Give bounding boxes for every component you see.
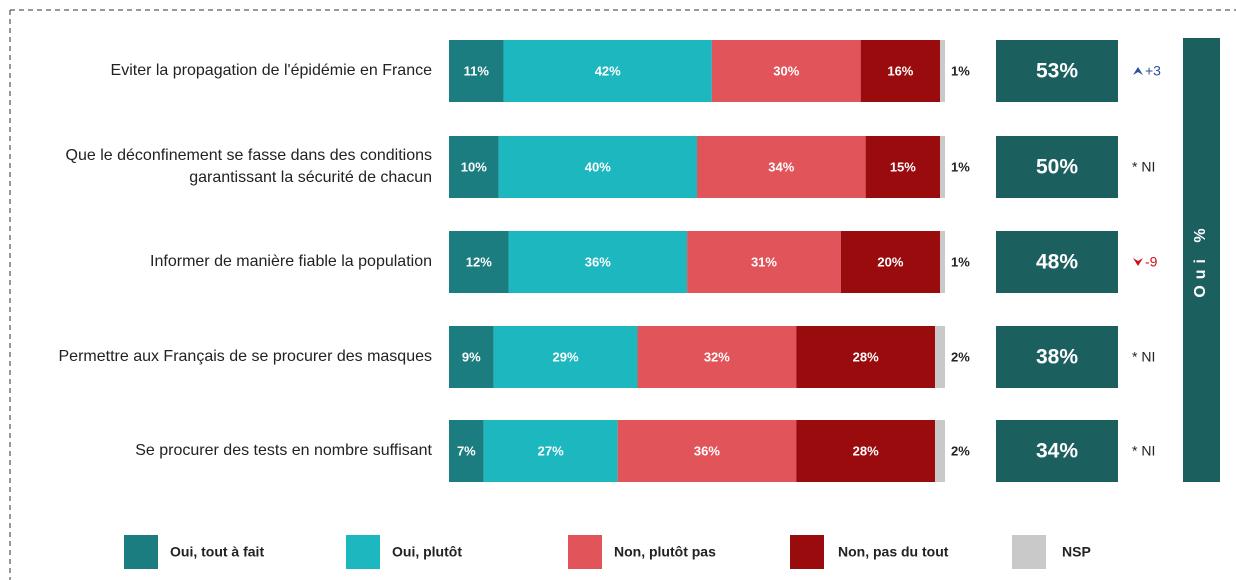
- value-label: 29%: [553, 349, 579, 364]
- total-label: 38%: [1036, 346, 1078, 369]
- arrow-down: [1133, 258, 1143, 266]
- category-label: Permettre aux Français de se procurer de…: [58, 348, 433, 365]
- value-label: 2%: [951, 443, 970, 458]
- bar-segment: [449, 136, 499, 198]
- value-label: 7%: [457, 443, 476, 458]
- bar-segment: [498, 136, 697, 198]
- bar-segment: [940, 231, 945, 293]
- value-label: 32%: [704, 349, 730, 364]
- change-label: -9: [1145, 254, 1158, 270]
- bar-segment: [796, 326, 936, 388]
- value-label: 36%: [694, 443, 720, 458]
- value-label: 12%: [466, 254, 492, 269]
- category-label: Se procurer des tests en nombre suffisan…: [135, 442, 432, 459]
- bar-segment: [860, 40, 941, 102]
- total-box: [996, 326, 1118, 388]
- legend-swatch: [346, 535, 380, 569]
- change-label: * NI: [1132, 349, 1155, 365]
- total-box: [996, 136, 1118, 198]
- total-box: [996, 420, 1118, 482]
- total-label: 34%: [1036, 440, 1078, 463]
- total-box: [996, 231, 1118, 293]
- value-label: 2%: [951, 349, 970, 364]
- bar-segment: [865, 136, 941, 198]
- bar-segment: [493, 326, 638, 388]
- total-header-label: Oui %: [1192, 222, 1209, 297]
- bar-segment: [711, 40, 861, 102]
- category-label: Informer de manière fiable la population: [150, 253, 432, 270]
- bar-segment: [503, 40, 712, 102]
- value-label: 28%: [853, 349, 879, 364]
- category-label: Que le déconfinement se fasse dans des c…: [65, 147, 432, 186]
- value-label: 27%: [538, 443, 564, 458]
- total-box: [996, 40, 1118, 102]
- total-label: 48%: [1036, 251, 1078, 274]
- bar-segment: [796, 420, 936, 482]
- value-label: 31%: [751, 254, 777, 269]
- bar-segment: [940, 40, 945, 102]
- value-label: 28%: [853, 443, 879, 458]
- value-label: 1%: [951, 254, 970, 269]
- value-label: 40%: [585, 159, 611, 174]
- legend-label: Non, plutôt pas: [614, 544, 716, 560]
- value-label: 1%: [951, 63, 970, 78]
- legend-label: Oui, tout à fait: [170, 544, 264, 560]
- legend-swatch: [1012, 535, 1046, 569]
- value-label: 11%: [464, 63, 490, 78]
- change-label: * NI: [1132, 443, 1155, 459]
- value-label: 42%: [595, 63, 621, 78]
- bar-segment: [449, 420, 484, 482]
- value-label: 34%: [768, 159, 794, 174]
- bar-segment: [637, 326, 797, 388]
- bar-segment: [449, 40, 504, 102]
- value-label: 9%: [462, 349, 481, 364]
- value-label: 36%: [585, 254, 611, 269]
- total-label: 53%: [1036, 60, 1078, 83]
- bar-segment: [508, 231, 688, 293]
- bar-segment: [449, 326, 494, 388]
- value-label: 15%: [890, 159, 916, 174]
- value-label: 10%: [461, 159, 487, 174]
- bar-segment: [940, 136, 945, 198]
- bar-segment: [483, 420, 618, 482]
- total-header: [1183, 38, 1220, 482]
- bar-segment: [617, 420, 797, 482]
- bar-segment: [697, 136, 866, 198]
- value-label: 16%: [887, 63, 913, 78]
- legend-swatch: [568, 535, 602, 569]
- total-label: 50%: [1036, 156, 1078, 179]
- value-label: 30%: [773, 63, 799, 78]
- category-label: Eviter la propagation de l'épidémie en F…: [110, 62, 432, 79]
- bar-segment: [687, 231, 841, 293]
- bar-segment: [935, 326, 945, 388]
- bar-segment: [840, 231, 941, 293]
- legend-swatch: [124, 535, 158, 569]
- bar-segment: [935, 420, 945, 482]
- legend-swatch: [790, 535, 824, 569]
- legend-label: Non, pas du tout: [838, 544, 949, 560]
- bar-segment: [449, 231, 509, 293]
- value-label: 1%: [951, 159, 970, 174]
- value-label: 20%: [877, 254, 903, 269]
- legend-label: NSP: [1062, 544, 1091, 560]
- legend-label: Oui, plutôt: [392, 544, 462, 560]
- arrow-up: [1133, 67, 1143, 75]
- change-label: +3: [1145, 63, 1161, 79]
- change-label: * NI: [1132, 159, 1155, 175]
